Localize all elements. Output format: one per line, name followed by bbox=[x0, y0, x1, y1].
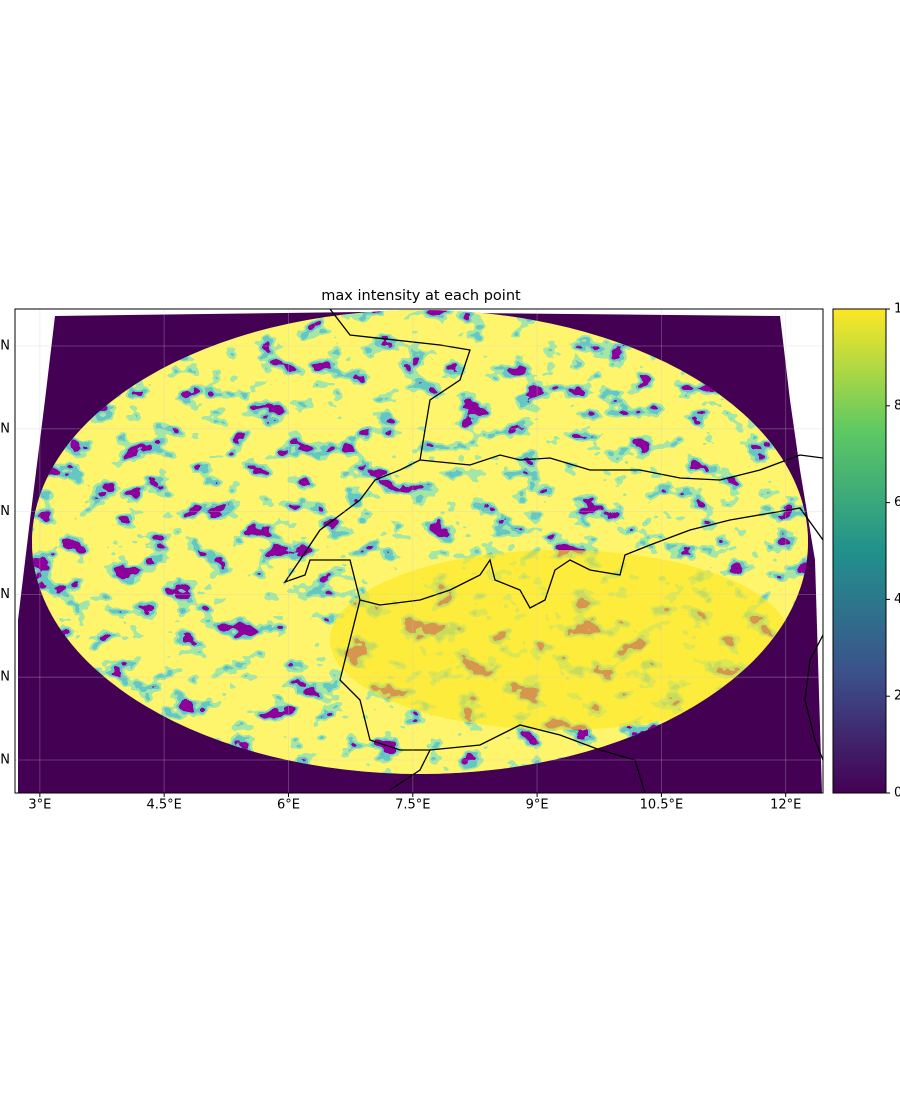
border bbox=[339, 599, 432, 791]
colorbar-tick-label: 0 bbox=[894, 786, 900, 801]
colorbar-tick-label: 8 bbox=[894, 398, 900, 413]
colorbar-tick-label: 2 bbox=[894, 689, 900, 704]
y-tick-label: N bbox=[0, 339, 10, 354]
x-tick-label: 4.5°E bbox=[146, 798, 181, 813]
y-tick-label: N bbox=[0, 670, 10, 685]
colorbar: 1 8 6 4 2 0 bbox=[832, 302, 900, 801]
map-axes: 3°E 4.5°E 6°E 7.5°E 9°E 10.5°E 12°E N N N N N N bbox=[0, 308, 824, 813]
x-tick-label: 9°E bbox=[526, 798, 549, 813]
x-tick-label: 12°E bbox=[770, 798, 801, 813]
y-tick-label: N bbox=[0, 504, 10, 519]
x-axis: 3°E 4.5°E 6°E 7.5°E 9°E 10.5°E 12°E bbox=[28, 309, 801, 813]
intensity-core bbox=[330, 550, 790, 730]
y-axis: N N N N N N bbox=[0, 339, 823, 768]
x-tick-label: 6°E bbox=[277, 798, 300, 813]
x-tick-label: 7.5°E bbox=[395, 798, 430, 813]
border bbox=[283, 309, 823, 609]
y-tick-label: N bbox=[0, 587, 10, 602]
coastline bbox=[429, 724, 646, 793]
coastline bbox=[804, 634, 823, 761]
chart-title: max intensity at each point bbox=[321, 288, 521, 304]
colorbar-tick-label: 1 bbox=[894, 302, 900, 317]
colorbar-tick-label: 6 bbox=[894, 495, 900, 510]
y-tick-label: N bbox=[0, 421, 10, 436]
colorbar-tick-label: 4 bbox=[894, 592, 900, 607]
x-tick-label: 3°E bbox=[28, 798, 51, 813]
x-tick-label: 10.5°E bbox=[640, 798, 684, 813]
axes-frame bbox=[14, 308, 824, 794]
y-tick-label: N bbox=[0, 753, 10, 768]
colorbar-gradient bbox=[832, 308, 887, 794]
border bbox=[419, 454, 823, 481]
